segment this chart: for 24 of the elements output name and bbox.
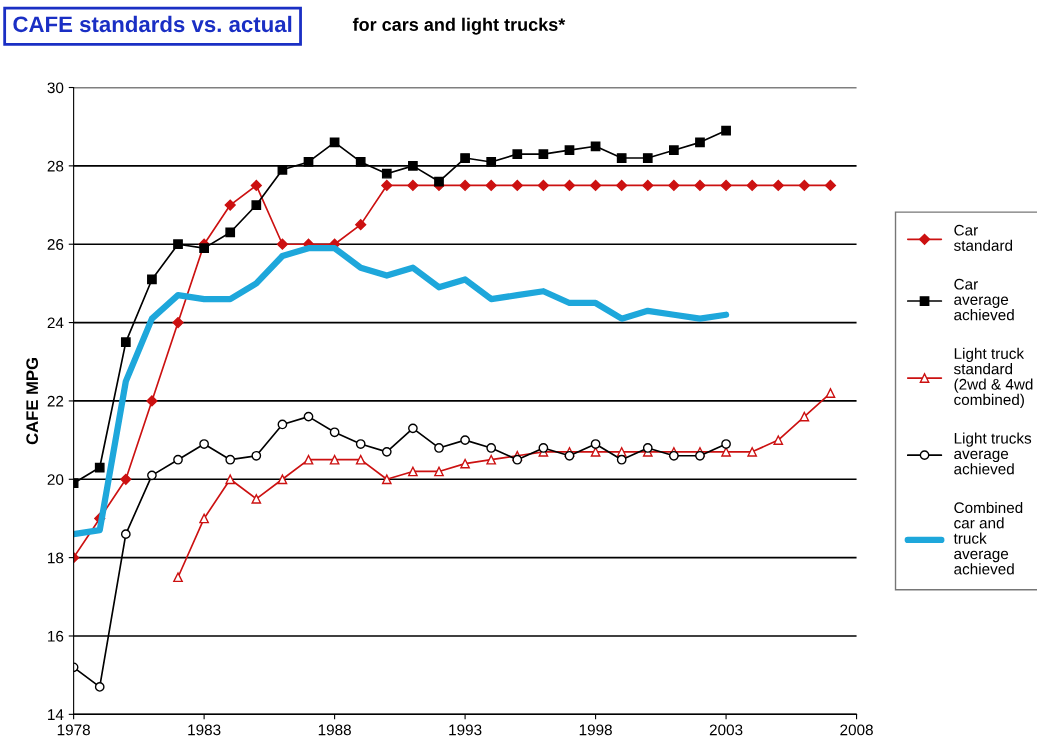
x-tick-label: 1993 — [449, 724, 482, 736]
legend-label: Car standard — [954, 224, 1013, 251]
y-tick-label: 14 — [48, 709, 64, 720]
y-tick-label: 18 — [48, 552, 64, 564]
y-tick-label: 16 — [48, 630, 64, 642]
x-tick-label: 1983 — [188, 724, 221, 736]
legend-label: Light truck standard (2wd & 4wd combined) — [954, 347, 1033, 409]
legend-label: Combined car and truck average achieved — [953, 501, 1023, 575]
y-tick-label: 28 — [47, 160, 64, 172]
y-tick-label: 24 — [47, 317, 64, 329]
x-tick-label: 2003 — [709, 724, 743, 736]
y-tick-label: 20 — [47, 474, 64, 485]
x-tick-label: 1988 — [318, 724, 351, 736]
chart-title: CAFE standards vs. actual — [13, 15, 292, 33]
x-tick-label: 1978 — [57, 724, 90, 736]
y-tick-label: 26 — [47, 239, 64, 250]
y-axis-title: CAFE MPG — [26, 357, 39, 445]
y-tick-label: 30 — [47, 82, 64, 94]
chart-subtitle: for cars and light trucks* — [352, 17, 566, 35]
legend-label: Light trucks average achieved — [954, 432, 1032, 475]
x-tick-label: 2008 — [840, 724, 873, 736]
legend-label: Car average achieved — [954, 278, 1014, 321]
y-tick-label: 22 — [47, 395, 64, 407]
x-tick-label: 1998 — [579, 724, 612, 736]
